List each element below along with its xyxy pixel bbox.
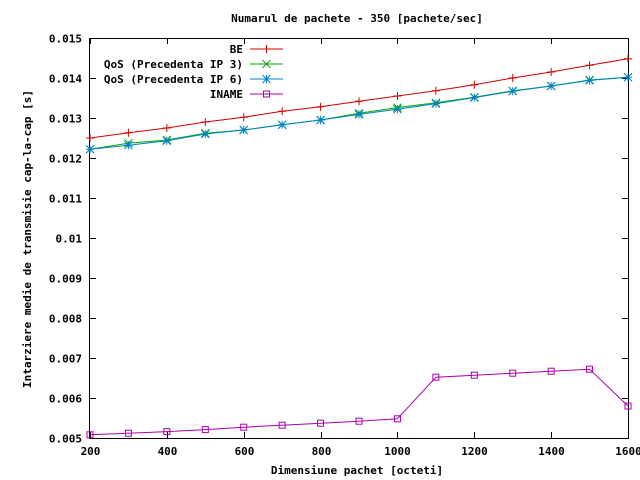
x-axis: 200 400 600 800 1000 1200 1400 1600	[81, 38, 640, 458]
x-tick-label: 1400	[538, 445, 565, 458]
data-point	[431, 86, 440, 95]
data-point	[509, 369, 517, 377]
y-axis: 0.005 0.006 0.007 0.008 0.009 0.01 0.011 0.012 0…	[49, 33, 628, 446]
data-point	[124, 140, 133, 150]
x-tick-label: 800	[312, 445, 332, 458]
data-point	[86, 431, 94, 439]
y-tick-label: 0.012	[49, 153, 82, 166]
data-point	[201, 426, 209, 434]
data-point	[508, 86, 518, 96]
data-point	[393, 415, 401, 423]
y-tick-label: 0.007	[49, 353, 82, 366]
series-qos-precedenta-ip-6	[85, 72, 633, 154]
data-point	[393, 104, 402, 114]
data-point	[163, 428, 171, 436]
chart-title: Numarul de pachete - 350 [pachete/sec]	[231, 12, 483, 25]
y-tick-label: 0.013	[49, 113, 82, 126]
series-line	[89, 368, 629, 436]
data-point	[585, 61, 594, 70]
data-point	[586, 365, 594, 373]
legend-label: QoS (Precedenta IP 3)	[104, 58, 243, 71]
y-tick-label: 0.015	[49, 33, 82, 46]
data-point	[624, 402, 632, 410]
data-point	[239, 113, 248, 122]
y-tick-label: 0.011	[49, 193, 82, 206]
x-tick-label: 600	[235, 445, 255, 458]
x-tick-label: 400	[158, 445, 178, 458]
x-tick-label: 200	[81, 445, 101, 458]
data-point	[263, 90, 270, 98]
data-point	[278, 107, 287, 116]
data-point	[546, 81, 556, 91]
y-tick-label: 0.014	[49, 73, 82, 86]
data-point	[239, 125, 249, 135]
data-point	[262, 59, 271, 69]
data-point	[317, 419, 325, 427]
data-point	[547, 68, 556, 76]
data-point	[470, 80, 479, 89]
data-point	[262, 45, 271, 53]
y-tick-label: 0.008	[49, 313, 82, 326]
series-be	[86, 54, 632, 142]
data-point	[85, 144, 95, 154]
data-point	[240, 423, 248, 431]
y-axis-label: Intarziere medie de transmisie cap-la-ca…	[21, 90, 34, 388]
x-axis-label: Dimensiune pachet [octeti]	[271, 464, 443, 477]
data-point	[162, 136, 172, 146]
x-tick-label: 1600	[615, 445, 640, 458]
data-point	[469, 93, 479, 102]
data-point	[162, 124, 171, 132]
data-point	[124, 429, 132, 437]
data-point	[585, 76, 594, 85]
series-layer	[85, 54, 633, 439]
plot-frame	[89, 38, 629, 439]
legend-label: QoS (Precedenta IP 6)	[104, 73, 243, 86]
data-point	[200, 129, 210, 139]
data-point	[86, 134, 94, 142]
y-tick-label: 0.009	[49, 273, 82, 286]
data-point	[432, 373, 440, 381]
y-tick-label: 0.006	[49, 393, 82, 406]
data-point	[547, 367, 555, 375]
data-point	[393, 92, 402, 100]
legend: BE QoS (Precedenta IP 3) QoS (Precedenta I…	[104, 43, 283, 101]
data-point	[316, 102, 325, 111]
x-tick-label: 1200	[461, 445, 488, 458]
data-point	[262, 74, 271, 84]
data-point	[470, 371, 478, 379]
x-tick-label: 1000	[384, 445, 411, 458]
legend-label: BE	[230, 43, 243, 56]
data-point	[277, 120, 287, 130]
y-tick-label: 0.01	[56, 233, 83, 246]
data-point	[623, 72, 633, 82]
data-point	[354, 110, 364, 119]
data-point	[124, 128, 133, 137]
data-point	[431, 99, 441, 108]
series-iname	[86, 365, 632, 439]
legend-label: INAME	[210, 88, 243, 101]
data-point	[624, 54, 632, 63]
data-point	[508, 74, 517, 82]
data-point	[355, 417, 363, 425]
data-point	[278, 421, 286, 429]
data-point	[316, 115, 325, 125]
y-tick-label: 0.005	[49, 433, 82, 446]
data-point	[355, 97, 363, 106]
data-point	[201, 118, 210, 126]
